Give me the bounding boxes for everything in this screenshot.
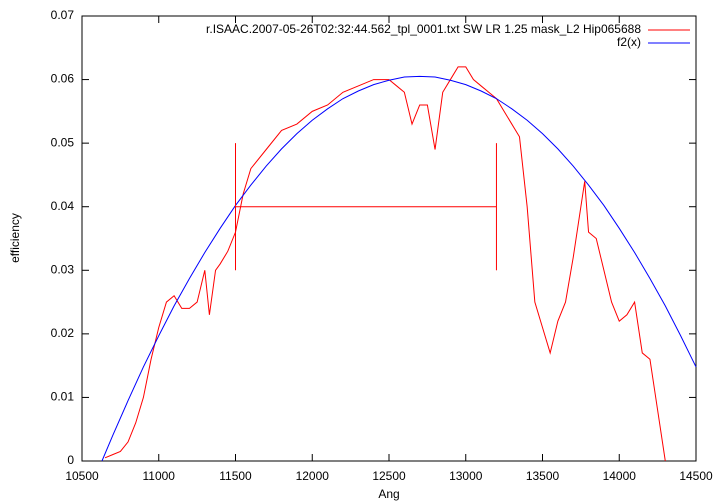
y-tick-label: 0.04 <box>51 199 75 213</box>
y-axis-label: efficiency <box>8 213 22 263</box>
legend-label: r.ISAAC.2007-05-26T02:32:44.562_tpl_0001… <box>206 22 641 36</box>
series-line <box>101 75 697 462</box>
y-tick-label: 0.06 <box>51 72 75 86</box>
x-tick-label: 11500 <box>219 469 252 483</box>
series-line <box>104 66 666 462</box>
y-tick-label: 0.03 <box>51 262 75 276</box>
y-tick-label: 0 <box>67 453 74 467</box>
x-tick-label: 10500 <box>65 469 99 483</box>
x-tick-label: 13000 <box>449 469 483 483</box>
x-tick-label: 14000 <box>603 469 637 483</box>
x-tick-label: 12000 <box>296 469 330 483</box>
x-tick-label: 12500 <box>372 469 406 483</box>
y-tick-label: 0.05 <box>51 135 75 149</box>
y-tick-label: 0.02 <box>51 326 75 340</box>
x-tick-label: 14500 <box>679 469 713 483</box>
y-tick-label: 0.01 <box>51 390 75 404</box>
x-axis-label: Ang <box>378 487 399 501</box>
x-tick-label: 11000 <box>143 469 176 483</box>
y-tick-label: 0.07 <box>51 8 75 22</box>
x-tick-label: 13500 <box>526 469 560 483</box>
legend-label: f2(x) <box>617 35 641 49</box>
